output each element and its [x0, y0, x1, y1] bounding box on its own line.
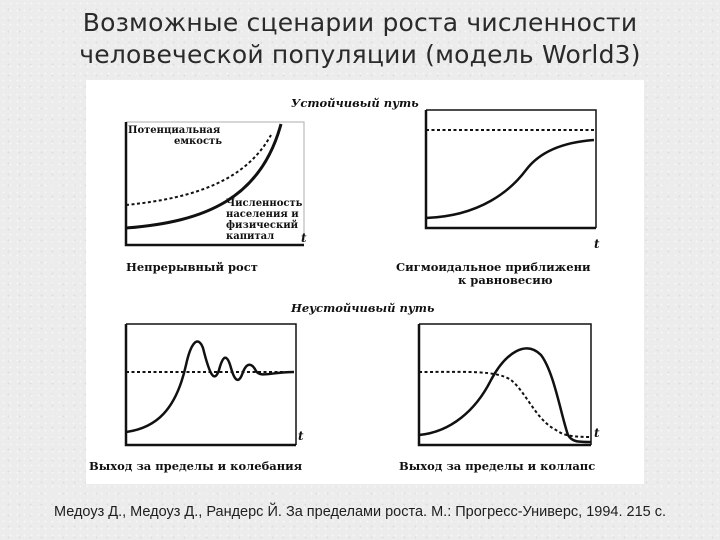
slide-title-line-2: человеческой популяции (модель World3) — [79, 40, 641, 69]
panel-overshoot-collapse: t Выход за пределы и коллапс — [399, 323, 600, 473]
collapse-curve — [418, 347, 592, 444]
sustainable-heading: Устойчивый путь — [291, 96, 419, 110]
panel-label-sigmoid-line-2: к равновесию — [458, 273, 553, 287]
panel-label-sigmoid-line-1: Сигмоидальное приближени — [396, 260, 591, 274]
oscillation-curve — [125, 340, 295, 434]
panel-label-overshoot-oscillation: Выход за пределы и колебания — [89, 459, 303, 473]
time-axis-symbol: t — [298, 429, 304, 443]
population-label-line-4: капитал — [226, 231, 274, 242]
unsustainable-heading: Неустойчивый путь — [290, 301, 435, 315]
population-label-line-3: физический — [226, 220, 299, 231]
scenario-figure: Устойчивый путь Неустойчивый путь Потенц… — [86, 80, 644, 484]
population-label-line-2: населения и — [226, 209, 299, 220]
population-curve — [125, 123, 283, 230]
time-axis-symbol: t — [301, 231, 307, 245]
source-caption: Медоуз Д., Медоуз Д., Рандерс Й. За пред… — [53, 504, 667, 520]
slide-title-line-1: Возможные сценарии роста численности — [82, 8, 638, 37]
time-axis-symbol: t — [594, 237, 600, 251]
panel-label-overshoot-collapse: Выход за пределы и коллапс — [399, 459, 595, 473]
population-label-line-1: Численность — [226, 198, 303, 209]
capacity-label-line-1: Потенциальная — [128, 125, 221, 136]
panel-label-continuous-growth: Непрерывный рост — [126, 260, 258, 274]
capacity-label-line-2: емкость — [174, 136, 222, 147]
sigmoid-curve — [425, 138, 595, 220]
panel-continuous-growth: Потенциальная емкость Численность населе… — [124, 121, 307, 274]
panel-sigmoid: t Сигмоидальное приближени к равновесию — [396, 109, 600, 287]
time-axis-symbol: t — [594, 426, 600, 440]
panel-overshoot-oscillation: t Выход за пределы и колебания — [89, 323, 304, 473]
capacity-curve — [125, 134, 272, 206]
